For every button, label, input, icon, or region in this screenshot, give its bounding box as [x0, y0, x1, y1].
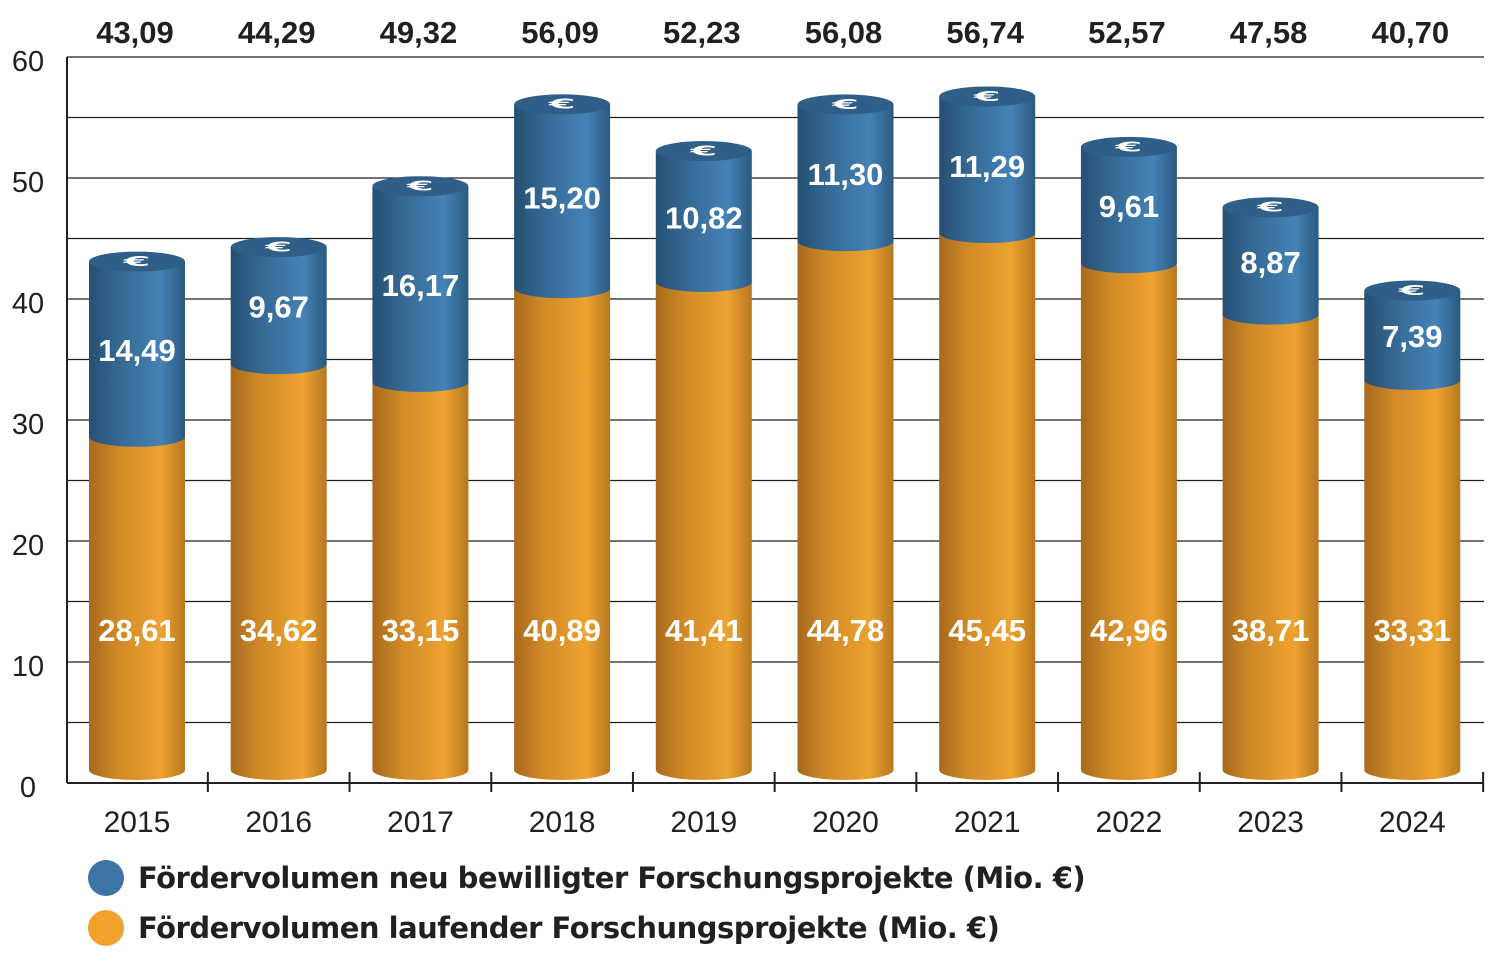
legend-item-running: Fördervolumen laufender Forschungsprojek…: [88, 910, 1000, 946]
euro-icon: €: [1256, 199, 1284, 215]
bar-new: [1080, 146, 1177, 274]
bar-running: [939, 233, 1036, 780]
total-label: 40,70: [1372, 15, 1450, 50]
bar-new: [372, 186, 469, 392]
bar-new: [655, 151, 752, 292]
data-label-new: 10,82: [665, 200, 743, 235]
bar-new: [514, 104, 611, 299]
total-label: 56,09: [521, 15, 599, 50]
y-tick-label: 50: [12, 167, 44, 199]
data-label-running: 42,96: [1090, 613, 1168, 648]
bar-top-cap: [230, 237, 327, 258]
bar-top-cap: [939, 86, 1036, 107]
bar-running: [797, 241, 894, 781]
euro-icon: €: [1114, 139, 1142, 155]
total-label: 47,58: [1230, 15, 1308, 50]
data-label-running: 28,61: [98, 613, 176, 648]
x-tick-label: 2022: [1096, 806, 1163, 839]
x-tick-label: 2017: [387, 806, 454, 839]
euro-icon: €: [122, 254, 150, 270]
y-tick-label: 20: [12, 530, 44, 562]
bar-top-cap: [655, 141, 752, 162]
total-label: 43,09: [96, 15, 174, 50]
x-tick-label: 2020: [812, 806, 879, 839]
bar-top-cap: [514, 94, 611, 115]
stacked-cylinder-chart: 0 10 20 30 40 50 60 2015 2016 2017 2018 2019 2020 202…: [12, 15, 1485, 839]
bar-new: [89, 261, 185, 447]
data-label-new: 11,30: [808, 157, 884, 192]
data-label-new: 8,87: [1240, 245, 1300, 280]
bar-running: [89, 436, 185, 780]
y-tick-label: 30: [12, 409, 44, 441]
total-label: 44,29: [238, 15, 316, 50]
total-label: 52,57: [1088, 15, 1166, 50]
bar-running: [655, 281, 752, 780]
bar-running: [372, 381, 469, 780]
euro-icon: €: [972, 88, 1000, 104]
data-label-running: 40,89: [523, 613, 601, 648]
legend-label-running: Fördervolumen laufender Forschungsprojek…: [138, 911, 1000, 945]
x-tick-label: 2019: [670, 806, 737, 839]
total-label: 56,74: [946, 15, 1024, 50]
bar-top-cap: [1080, 136, 1177, 157]
bar-running: [1080, 263, 1177, 781]
bar-top-cap: [372, 176, 469, 197]
bar-running: [514, 288, 611, 780]
x-tick-label: 2015: [104, 806, 171, 839]
euro-icon: €: [831, 96, 859, 112]
bar-running: [1364, 379, 1461, 780]
bar-top-cap: [1222, 197, 1319, 218]
x-tick-label: 2016: [245, 806, 312, 839]
x-tick-label: 2023: [1237, 806, 1304, 839]
bar-running: [230, 364, 327, 780]
data-label-running: 44,78: [807, 613, 885, 648]
data-label-new: 9,67: [249, 290, 309, 325]
data-label-new: 15,20: [523, 180, 601, 215]
x-tick-label: 2024: [1379, 806, 1446, 839]
data-label-new: 11,29: [949, 149, 1025, 184]
bar-new: [939, 96, 1036, 244]
bar-top-cap: [797, 94, 894, 115]
data-label-new: 16,17: [382, 268, 460, 303]
y-tick-label: 40: [12, 288, 44, 320]
data-label-new: 9,61: [1099, 189, 1159, 224]
data-label-running: 38,71: [1232, 613, 1310, 648]
bar-new: [230, 247, 327, 375]
data-label-new: 14,49: [98, 333, 176, 368]
data-label-running: 33,15: [382, 613, 460, 648]
x-tick-label: 2018: [529, 806, 596, 839]
bar-new: [1222, 207, 1319, 325]
data-label-running: 33,31: [1374, 613, 1452, 648]
bar-running: [1222, 314, 1319, 780]
euro-icon: €: [689, 143, 717, 159]
euro-icon: €: [1398, 283, 1426, 299]
euro-icon: €: [406, 178, 434, 194]
total-label: 56,08: [805, 15, 883, 50]
euro-icon: €: [547, 96, 575, 112]
total-label: 49,32: [380, 15, 458, 50]
legend-item-new: Fördervolumen neu bewilligter Forschungs…: [88, 860, 1086, 896]
legend-label-new: Fördervolumen neu bewilligter Forschungs…: [138, 861, 1086, 895]
legend-swatch-orange: [88, 910, 124, 946]
legend-swatch-blue: [88, 860, 124, 896]
data-label-running: 45,45: [948, 613, 1026, 648]
data-label-running: 41,41: [665, 613, 743, 648]
euro-icon: €: [264, 239, 292, 255]
x-tick-label: 2021: [954, 806, 1021, 839]
bar-new: [797, 104, 894, 252]
data-label-running: 34,62: [240, 613, 318, 648]
y-tick-label: 0: [20, 772, 36, 804]
total-label: 52,23: [663, 15, 741, 50]
y-tick-label: 10: [12, 651, 44, 683]
data-label-new: 7,39: [1382, 319, 1442, 354]
bar-top-cap: [1364, 280, 1461, 301]
bar-top-cap: [89, 251, 185, 272]
y-tick-label: 60: [12, 46, 44, 78]
bar-new: [1364, 290, 1461, 390]
